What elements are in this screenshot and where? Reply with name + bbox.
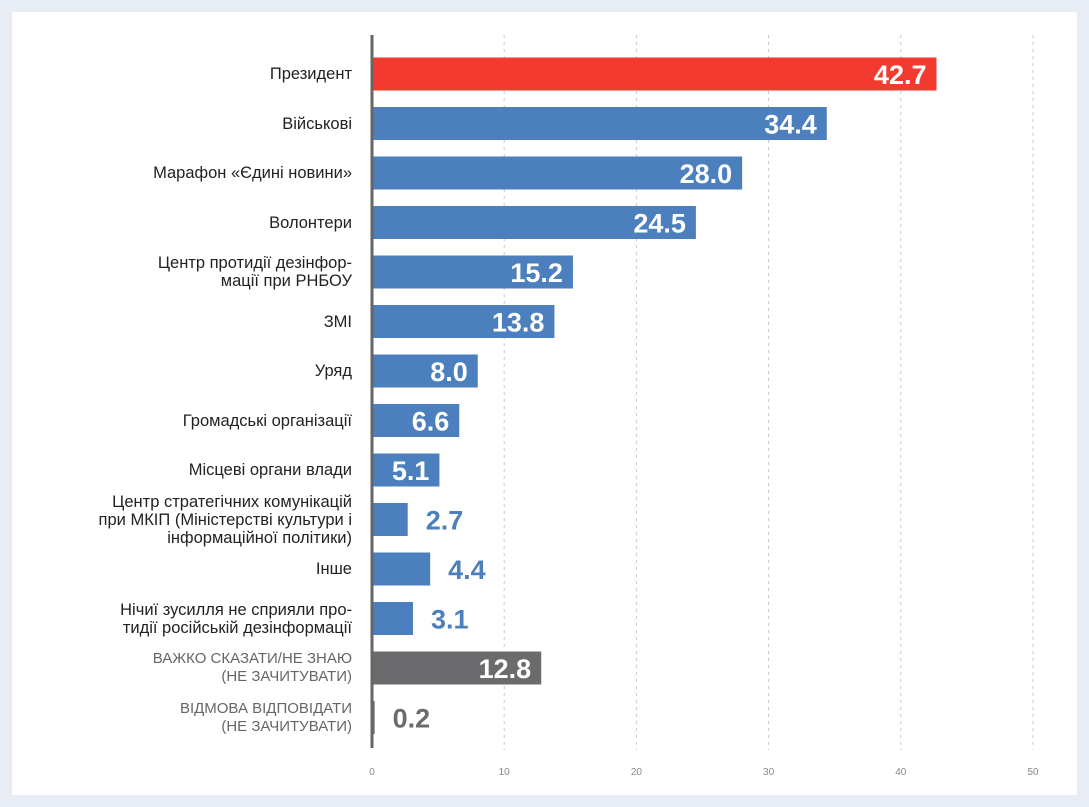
- panel: [12, 12, 1077, 795]
- bar: [372, 453, 440, 487]
- category-label: ВІДМОВА ВІДПОВІДАТИ (НЕ ЗАЧИТУВАТИ): [179, 699, 352, 735]
- value-label: 13.8: [492, 308, 545, 338]
- value-label: 6.6: [412, 407, 450, 437]
- category-label: Центр протидії дезінфор- мації при РНБОУ: [157, 254, 352, 290]
- bar: [372, 651, 542, 685]
- bar: [372, 602, 413, 635]
- value-label: 12.8: [479, 654, 532, 684]
- value-label: 3.1: [431, 605, 469, 635]
- value-label: 15.2: [510, 258, 563, 288]
- value-label: 2.7: [426, 506, 464, 536]
- category-label: ВАЖКО СКАЗАТИ/НЕ ЗНАЮ (НЕ ЗАЧИТУВАТИ): [152, 650, 352, 685]
- bar: [372, 156, 743, 190]
- category-label: Марафон «Єдині новини»: [153, 164, 352, 182]
- value-label: 42.7: [874, 60, 927, 90]
- value-label: 4.4: [448, 555, 486, 585]
- x-tick-label: 40: [895, 767, 907, 778]
- value-label: 5.1: [392, 456, 430, 486]
- bar: [372, 255, 573, 289]
- bar: [372, 552, 431, 586]
- value-label: 34.4: [764, 110, 817, 140]
- category-label: ЗМІ: [323, 312, 352, 331]
- value-label: 0.2: [393, 704, 431, 734]
- category-label: Президент: [269, 65, 352, 83]
- bar: [372, 305, 555, 338]
- category-label: Уряд: [314, 362, 352, 380]
- category-label: Військові: [282, 114, 352, 133]
- bar: [372, 206, 696, 239]
- category-label: Місцеві органи влади: [188, 461, 352, 479]
- x-tick-label: 30: [763, 767, 775, 778]
- category-label: Інше: [315, 560, 352, 578]
- value-label: 8.0: [430, 357, 468, 387]
- x-tick-label: 0: [369, 767, 375, 778]
- value-label: 24.5: [633, 209, 686, 239]
- value-label: 28.0: [680, 159, 733, 189]
- category-label: Нічиї зусилля не сприяли про- тидії росі…: [120, 600, 352, 637]
- x-tick-label: 50: [1027, 767, 1039, 778]
- category-label: Центр стратегічних комунікацій при МКІП …: [98, 492, 352, 547]
- x-tick-label: 20: [631, 767, 643, 778]
- bar: [372, 354, 478, 388]
- bar: [372, 107, 827, 140]
- category-label: Волонтери: [269, 213, 352, 232]
- bar: [372, 503, 408, 536]
- category-label: Громадські організації: [182, 411, 352, 430]
- bar: [372, 57, 937, 91]
- bar: [372, 404, 460, 437]
- x-tick-label: 10: [499, 767, 511, 778]
